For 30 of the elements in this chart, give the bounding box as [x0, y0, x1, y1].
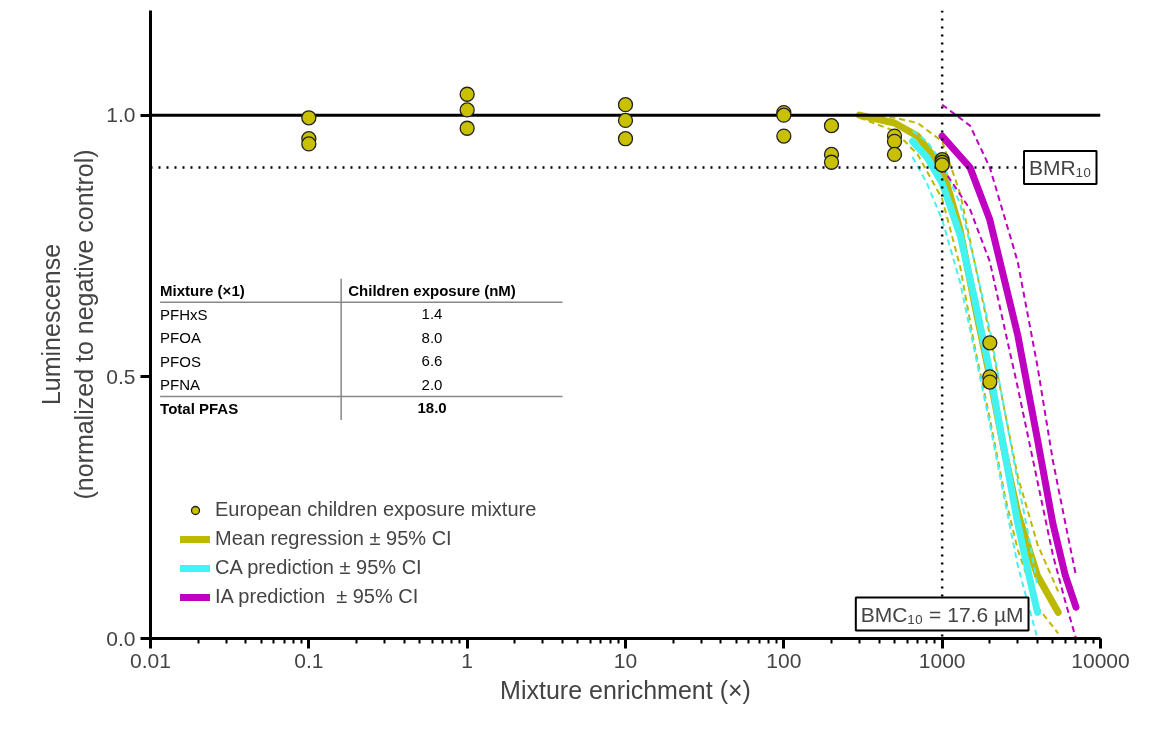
annotation: PFNA: [160, 376, 201, 394]
x-axis-title: Mixture enrichment (×): [500, 675, 751, 704]
legend-label: CA prediction ± 95% CI: [215, 556, 422, 579]
annotation: Total PFAS: [160, 399, 239, 417]
x-tick-label: 1000: [918, 648, 966, 672]
x-tick-label: 0.1: [294, 648, 324, 672]
y-axis-title: Luminescense (normalized to negative control): [36, 149, 99, 500]
annotation: 2.0: [421, 375, 443, 393]
annotation: PFOA: [160, 329, 201, 347]
x-tick-label: 10: [613, 648, 638, 672]
x-tick-label: 1: [461, 648, 474, 672]
annotation: PFOS: [160, 352, 201, 370]
annotation: Mixture (×1): [160, 281, 245, 299]
x-tick-label: 100: [766, 648, 802, 672]
x-tick-label: 10000: [1071, 648, 1130, 672]
y-tick-label: 1.0: [106, 103, 136, 127]
annotation: 6.6: [421, 352, 443, 370]
annotation: 1.4: [421, 305, 443, 323]
y-tick-label: 0.5: [106, 364, 136, 388]
annotation: 8.0: [421, 328, 443, 346]
legend-label: Mean regression ± 95% CI: [215, 527, 452, 550]
annotation: BMC₁₀ = 17.6 µM: [860, 602, 1024, 626]
annotation: PFHxS: [160, 305, 208, 323]
annotation: 18.0: [417, 399, 447, 417]
annotation: Children exposure (nM): [348, 281, 516, 299]
legend-label: European children exposure mixture: [215, 498, 537, 521]
legend-label: IA prediction ± 95% CI: [215, 585, 419, 608]
x-tick-label: 0.01: [130, 648, 171, 672]
y-tick-label: 0.0: [106, 626, 136, 650]
ref-line-label: BMR₁₀: [1029, 156, 1092, 179]
